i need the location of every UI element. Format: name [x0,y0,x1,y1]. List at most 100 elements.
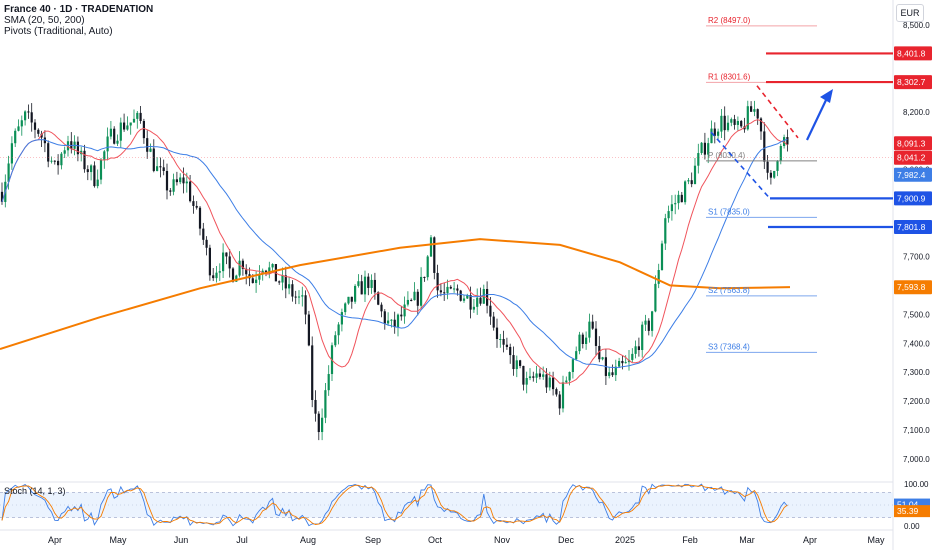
stoch-d-tag-text: 35.39 [897,506,919,516]
candle-body [222,252,225,272]
price-tag-text: 7,982.4 [897,170,926,180]
candle-body [750,106,753,112]
candle-body [327,374,330,391]
candle-body [258,274,261,280]
candle-body [575,351,578,360]
candle-body [383,311,386,324]
candle-body [519,360,522,366]
candle-body [10,143,13,164]
y-tick-label: 7,700.0 [903,252,930,261]
candle-body [119,122,122,141]
stoch-k-line [1,483,788,527]
candle-body [350,296,353,302]
candle-body [393,319,396,328]
candle-body [598,345,601,360]
candle-body [769,172,772,178]
candle-body [555,389,558,395]
candle-body [740,121,743,127]
candle-body [509,346,512,356]
candle-body [271,264,274,268]
candle-body [337,324,340,336]
stoch-tick-label: 100.00 [904,480,929,489]
candle-body [314,399,317,414]
candle-body [400,314,403,317]
candle-body [149,148,152,152]
candle-body [680,194,683,203]
x-tick-label: Nov [494,535,511,545]
candle-body [403,304,406,317]
candle-body [538,373,541,377]
candle-body [96,179,99,187]
candle-body [542,374,545,377]
candle-body [251,278,254,283]
candle-body [324,390,327,418]
candle-body [294,296,297,298]
candle-body [641,324,644,351]
candle-body [723,115,726,131]
candle-body [268,267,271,274]
pivot-label: S2 (7563.8) [708,286,750,295]
candle-body [700,142,703,154]
candle-body [489,305,492,317]
candle-body [241,260,244,269]
candle-body [651,311,654,331]
candle-body [756,109,759,119]
candle-body [502,338,505,345]
stoch-indicator-label[interactable]: Stoch (14, 1, 3) [4,486,66,496]
candle-body [367,276,370,288]
candle-body [687,180,690,182]
candle-body [670,204,673,212]
candle-body [189,181,192,202]
candle-body [288,284,291,289]
candle-body [231,268,235,282]
price-tag-text: 7,593.8 [897,282,926,292]
candle-body [535,373,538,378]
candle-body [637,346,640,351]
candle-body [720,115,723,132]
symbol-title[interactable]: France 40 · 1D · TRADENATION [4,4,154,15]
candle-body [27,111,30,113]
candle-body [0,191,4,202]
candle-body [109,128,112,137]
candle-body [730,119,733,123]
candle-body [476,297,479,307]
candle-body [165,170,169,191]
candle-body [208,247,211,276]
candle-body [185,181,188,184]
candle-body [47,143,50,162]
candle-body [146,138,149,152]
candle-body [212,275,215,279]
candle-body [436,272,439,291]
candle-body [713,128,716,136]
candle-body [512,355,515,370]
sma200-line [0,238,791,351]
candle-body [571,359,574,373]
candle-body [255,279,258,283]
candle-body [291,284,294,297]
currency-button[interactable]: EUR [896,4,924,22]
candle-body [152,148,155,171]
forecast-arrow-head [820,89,833,103]
candle-body [373,279,376,293]
candle-body [340,312,343,325]
candle-body [30,112,33,123]
candle-body [123,122,126,130]
candle-body [420,276,423,306]
candle-body [594,328,598,346]
candle-body [515,360,518,370]
candle-body [456,288,459,291]
pivots-indicator-label[interactable]: Pivots (Traditional, Auto) [4,26,113,37]
price-tag [894,75,932,90]
candle-body [522,365,525,385]
sma20-line [1,119,788,384]
x-tick-label: Apr [48,535,62,545]
x-tick-label: Feb [682,535,698,545]
x-tick-label: Oct [428,535,443,545]
candle-body [558,394,561,409]
candle-body [552,377,555,390]
price-tag-text: 8,401.8 [897,48,926,58]
candle-body [581,334,584,344]
candle-body [37,129,40,134]
sma-indicator-label[interactable]: SMA (20, 50, 200) [4,15,85,26]
